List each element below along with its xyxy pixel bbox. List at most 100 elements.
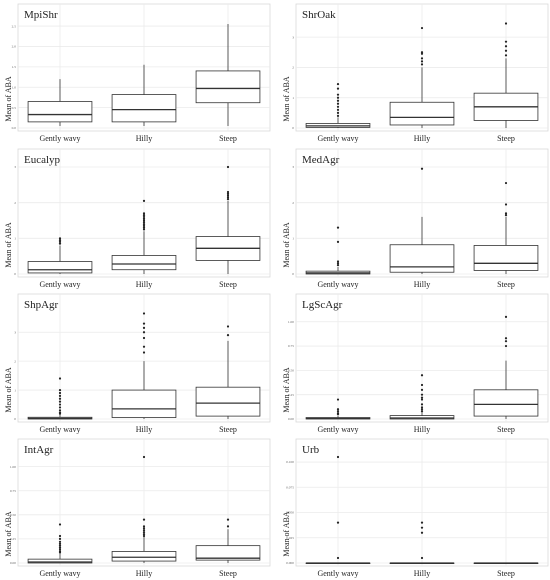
outlier-point bbox=[420, 63, 424, 66]
panel-lgscagr: 0.00 0.25 0.50 0.75 1.00 LgScAgr Mean of ABA Ge… bbox=[282, 293, 549, 434]
outlier-point bbox=[336, 455, 340, 459]
outlier-point bbox=[142, 534, 146, 538]
x-tick-label: Hilly bbox=[136, 280, 152, 289]
x-tick-label: Steep bbox=[497, 134, 515, 143]
box-urb-2 bbox=[389, 521, 455, 565]
outlier-point bbox=[420, 383, 424, 387]
y-tick-label: 1.0 bbox=[12, 85, 17, 89]
panel-urb: 0.000 0.025 0.050 0.075 0.100 Urb Mean of ABA G… bbox=[282, 438, 549, 578]
iqr-box bbox=[389, 244, 455, 273]
outlier-point bbox=[142, 331, 146, 334]
outlier-point bbox=[504, 40, 508, 43]
outlier-point bbox=[58, 403, 62, 406]
outlier-point bbox=[336, 99, 340, 102]
iqr-box bbox=[111, 255, 177, 271]
outlier-point bbox=[58, 239, 62, 242]
x-tick-label: Steep bbox=[219, 425, 237, 434]
iqr-box bbox=[111, 389, 177, 418]
outlier-point bbox=[142, 455, 146, 459]
outlier-point bbox=[226, 194, 230, 197]
outlier-point bbox=[420, 374, 424, 377]
outlier-point bbox=[58, 406, 62, 409]
y-tick-label: 0.00 bbox=[10, 561, 16, 565]
y-tick-label: 0.25 bbox=[288, 393, 294, 397]
outlier-point bbox=[58, 546, 62, 549]
outlier-point bbox=[142, 215, 146, 219]
outlier-point bbox=[336, 262, 340, 265]
outlier-point bbox=[142, 217, 146, 220]
outlier-point bbox=[336, 114, 340, 117]
outlier-point bbox=[420, 51, 424, 54]
outlier-point bbox=[420, 396, 424, 399]
panel-title: ShrOak bbox=[302, 9, 336, 21]
outlier-point bbox=[420, 410, 424, 413]
box-eucalyp-2 bbox=[111, 199, 177, 274]
outlier-point bbox=[58, 540, 62, 543]
box-shroak-2 bbox=[389, 26, 455, 128]
y-tick-label: 2 bbox=[14, 201, 16, 205]
box-urb-1 bbox=[305, 455, 371, 565]
y-axis-label: Mean of ABA bbox=[282, 222, 291, 268]
x-tick-label: Hilly bbox=[136, 569, 152, 578]
outlier-point bbox=[142, 532, 146, 536]
outlier-point bbox=[336, 93, 340, 96]
panel-intagr: 0.00 0.25 0.50 0.75 1.00 IntAgr Mean of ABA Gen… bbox=[4, 438, 271, 578]
iqr-box bbox=[389, 415, 455, 420]
iqr-box bbox=[195, 70, 261, 104]
y-tick-label: 1 bbox=[292, 96, 294, 100]
panel-title: LgScAgr bbox=[302, 299, 343, 311]
outlier-point bbox=[420, 57, 424, 60]
panel-title: ShpAgr bbox=[24, 299, 59, 311]
outlier-point bbox=[226, 190, 230, 194]
outlier-point bbox=[420, 526, 424, 529]
outlier-point bbox=[420, 60, 424, 63]
y-tick-label: 3 bbox=[14, 165, 16, 169]
outlier-point bbox=[504, 337, 508, 340]
y-tick-label: 0.75 bbox=[10, 489, 16, 493]
outlier-point bbox=[226, 192, 230, 195]
outlier-point bbox=[226, 334, 230, 337]
x-tick-label: Gently wavy bbox=[317, 280, 358, 289]
y-tick-label: 0.0 bbox=[12, 126, 17, 130]
outlier-point bbox=[58, 391, 62, 395]
y-tick-label: 0 bbox=[14, 417, 16, 421]
panel-title: MedAgr bbox=[302, 154, 340, 166]
outlier-point bbox=[142, 199, 146, 202]
outlier-point bbox=[58, 534, 62, 538]
outlier-point bbox=[420, 388, 424, 391]
outlier-point bbox=[336, 102, 340, 105]
outlier-point bbox=[142, 222, 146, 226]
outlier-point bbox=[336, 556, 340, 560]
outlier-point bbox=[420, 408, 424, 411]
x-tick-label: Gently wavy bbox=[317, 569, 358, 578]
x-tick-label: Hilly bbox=[414, 134, 430, 143]
box-medagr-1 bbox=[305, 226, 371, 275]
outlier-point bbox=[58, 400, 62, 403]
y-axis-label: Mean of ABA bbox=[4, 222, 13, 268]
iqr-box bbox=[27, 558, 93, 564]
y-tick-label: 3 bbox=[292, 35, 294, 39]
y-tick-label: 0.00 bbox=[288, 417, 294, 421]
outlier-point bbox=[420, 167, 424, 170]
y-tick-label: 3 bbox=[14, 330, 16, 334]
box-lgscagr-2 bbox=[389, 374, 455, 420]
outlier-point bbox=[336, 111, 340, 114]
outlier-point bbox=[142, 224, 146, 227]
box-intagr-1 bbox=[27, 523, 93, 564]
outlier-point bbox=[226, 325, 230, 328]
outlier-point bbox=[142, 326, 146, 330]
iqr-box bbox=[27, 261, 93, 274]
outlier-point bbox=[504, 315, 508, 318]
x-tick-label: Steep bbox=[219, 569, 237, 578]
y-tick-label: 0.50 bbox=[288, 369, 294, 373]
box-mpishr-3 bbox=[195, 24, 261, 126]
outlier-point bbox=[420, 403, 424, 406]
outlier-point bbox=[58, 548, 62, 551]
outlier-point bbox=[58, 411, 62, 414]
outlier-point bbox=[58, 377, 62, 380]
y-axis-label: Mean of ABA bbox=[282, 511, 291, 557]
outlier-point bbox=[142, 312, 146, 315]
outlier-point bbox=[504, 181, 508, 185]
outlier-point bbox=[58, 550, 62, 553]
outlier-point bbox=[58, 388, 62, 392]
